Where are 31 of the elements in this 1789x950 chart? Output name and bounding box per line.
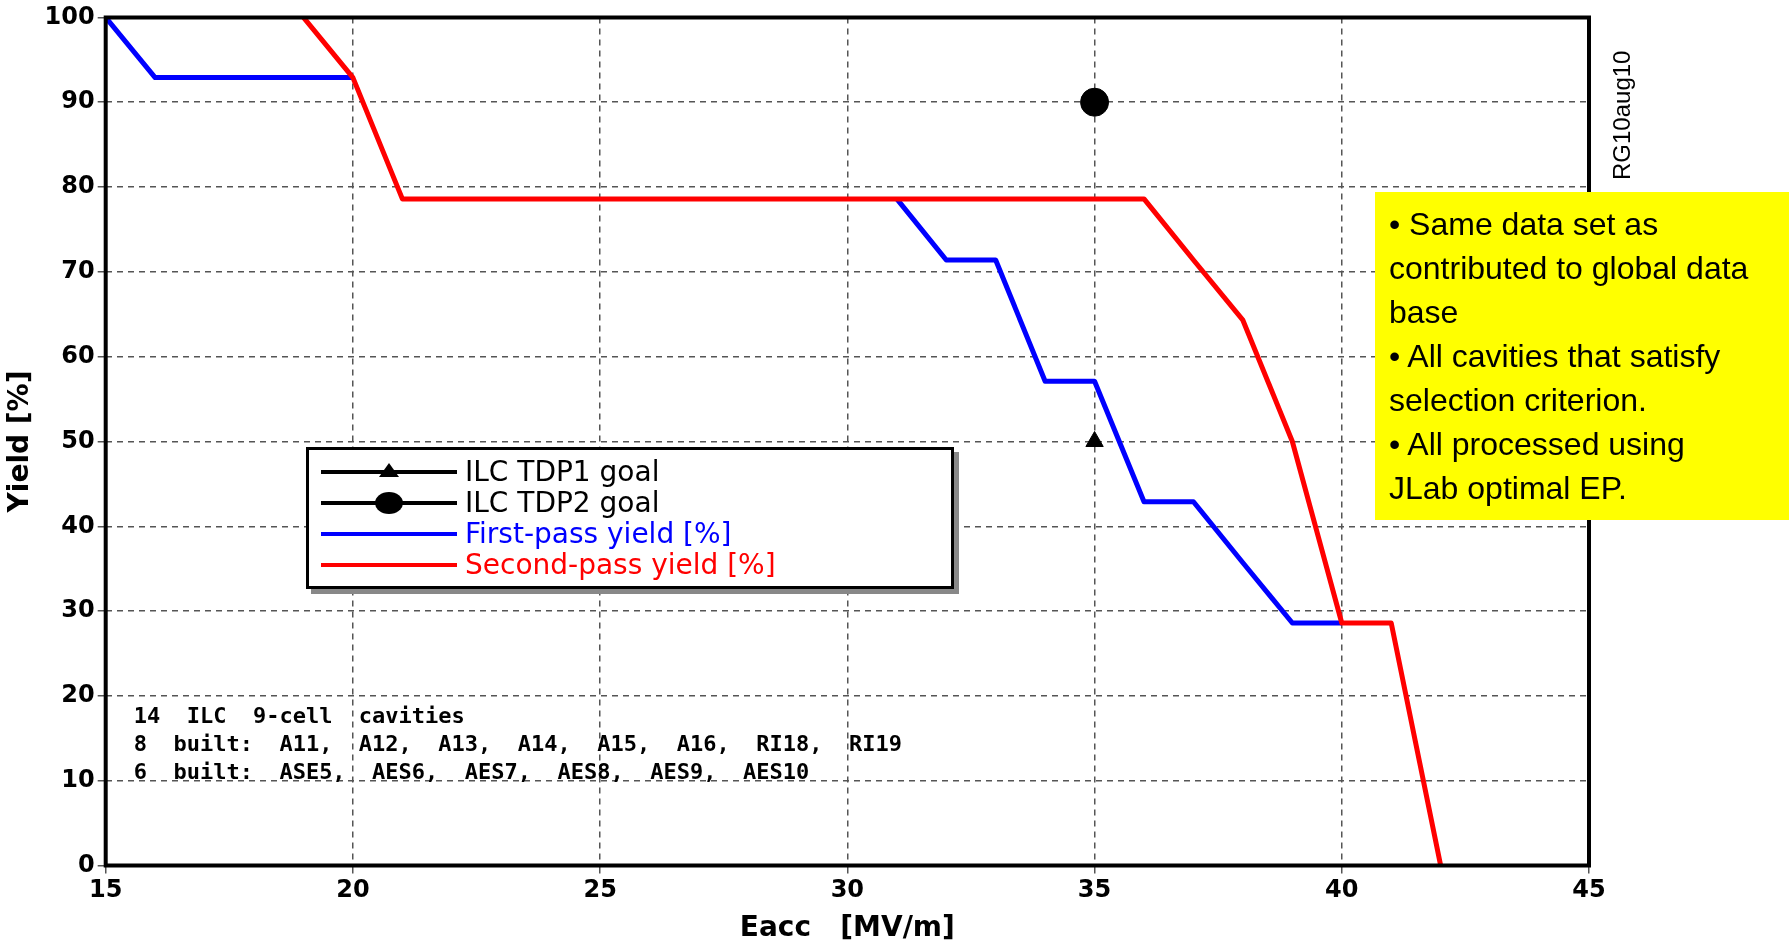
y-axis-title: Yield [%] bbox=[2, 370, 36, 514]
y-tick-label: 50 bbox=[61, 425, 95, 454]
x-tick-label: 35 bbox=[1077, 875, 1112, 904]
x-tick-label: 40 bbox=[1325, 875, 1359, 904]
annotation: • Same data set as contributed to global data base bbox=[1389, 205, 1749, 332]
annotation: 14 ILC 9-cell cavities bbox=[133, 702, 465, 728]
x-tick-label: 15 bbox=[88, 875, 123, 904]
x-tick-label: 30 bbox=[830, 875, 865, 904]
y-tick-label: 60 bbox=[61, 340, 95, 369]
y-tick-label: 20 bbox=[61, 680, 95, 709]
x-tick-label: 20 bbox=[336, 875, 370, 904]
y-tick-label: 30 bbox=[61, 595, 95, 624]
y-tick-label: 80 bbox=[61, 171, 95, 200]
x-axis-title: Eacc [MV/m] bbox=[739, 910, 955, 944]
y-tick-label: 10 bbox=[61, 765, 95, 794]
x-tick-label: 25 bbox=[583, 875, 617, 904]
y-tick-label: 40 bbox=[61, 510, 95, 539]
annotation: • All cavities that satisfy selection criterion. bbox=[1389, 337, 1722, 420]
y-tick-label: 70 bbox=[61, 256, 95, 285]
legend-label: ILC TDP2 goal bbox=[465, 486, 660, 519]
y-tick-label: 90 bbox=[61, 86, 95, 115]
legend-label: Second-pass yield [%] bbox=[465, 548, 776, 581]
annotation: 8 built: A11, A12, A13, A14, A15, A16, RI18, RI19 bbox=[133, 730, 902, 756]
annotation: 6 built: ASE5, AES6, AES7, AES8, AES9, AES10 bbox=[133, 758, 810, 784]
y-tick-label: 0 bbox=[77, 849, 95, 878]
annotation: • All processed using JLab optimal EP. bbox=[1389, 425, 1686, 508]
x-tick-label: 45 bbox=[1572, 875, 1606, 904]
legend-label: First-pass yield [%] bbox=[465, 517, 732, 550]
legend-label: ILC TDP1 goal bbox=[465, 455, 660, 488]
y-tick-label: 100 bbox=[44, 1, 95, 30]
text: RG10aug10 bbox=[1608, 50, 1636, 180]
